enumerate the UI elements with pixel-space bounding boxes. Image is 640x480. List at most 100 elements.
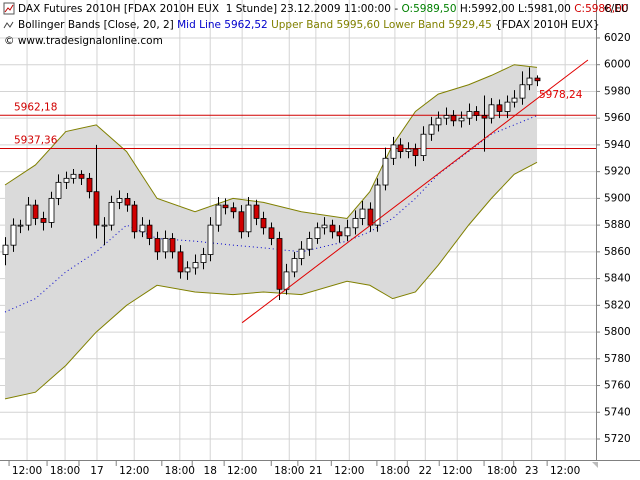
y-tick-label: 5880 [604, 219, 631, 231]
x-tick-label: 18:00 [50, 465, 80, 477]
candle-body [291, 258, 298, 273]
header-part: Upper Band 5995,60 Lower Band 5929,45 [268, 19, 492, 31]
candle-body [352, 218, 359, 229]
candle-body [93, 191, 100, 226]
candle-body [382, 157, 389, 186]
header-part: Bollinger Bands [Close, 20, 2] [18, 19, 177, 31]
header-part: DAX Futures 2010H [FDAX 2010H EUX 1 Stun… [18, 3, 401, 15]
candle-body [146, 224, 153, 239]
chart-title: DAX Futures 2010H [FDAX 2010H EUX 1 Stun… [18, 3, 629, 15]
x-tick-label: 18 [204, 465, 217, 477]
band-line [4, 161, 538, 400]
candle-body [374, 184, 381, 226]
y-tick-label: 6020 [604, 32, 631, 44]
y-tick-label: 5900 [604, 192, 631, 204]
level-label: 5962,18 [14, 101, 57, 113]
x-tick-label: 23 [525, 465, 538, 477]
candle-body [222, 204, 229, 209]
y-tick-label: 5740 [604, 406, 631, 418]
candle-body [139, 224, 146, 233]
candle-body [336, 231, 343, 237]
x-tick-label: 12:00 [442, 465, 472, 477]
x-tick-label: 21 [309, 465, 322, 477]
y-tick-label: 6000 [604, 59, 631, 71]
header-part: {FDAX 2010H EUX} [492, 19, 600, 31]
x-tick-label: 18:00 [165, 465, 195, 477]
candle-body [314, 227, 321, 239]
candle-body [329, 224, 336, 233]
y-tick-label: 5980 [604, 85, 631, 97]
candle-body [435, 117, 442, 126]
candle-body [390, 144, 397, 159]
candle-body [177, 251, 184, 273]
candle-body [25, 204, 32, 226]
corner-marker [592, 462, 598, 468]
candle-body [405, 148, 412, 152]
header-part: C:5988,00 [574, 3, 628, 15]
x-tick-label: 17 [90, 465, 103, 477]
candle-body [519, 84, 526, 99]
candle-body [162, 238, 169, 253]
y-tick-label: 5820 [604, 299, 631, 311]
candle-body [17, 224, 24, 227]
candle-body [154, 238, 161, 253]
candle-body [488, 104, 495, 119]
x-tick-label: 12:00 [550, 465, 580, 477]
y-tick-label: 5920 [604, 166, 631, 178]
candle-body [207, 224, 214, 255]
header-part: Mid Line 5962,52 [177, 19, 268, 31]
candle-body [48, 197, 55, 223]
x-tick-label: 18:00 [380, 465, 410, 477]
candle-body [10, 224, 17, 246]
title-icon [3, 2, 15, 15]
candle-body [344, 227, 351, 237]
candle-body [200, 254, 207, 263]
candle-body [473, 111, 480, 116]
candle-body [321, 224, 328, 229]
indicator-legend: Bollinger Bands [Close, 20, 2] Mid Line … [18, 19, 600, 31]
copyright: © www.tradesignalonline.com [4, 35, 163, 47]
candle-body [511, 97, 518, 103]
candle-body [466, 111, 473, 119]
candle-body [412, 148, 419, 157]
x-tick-label: 12:00 [334, 465, 364, 477]
candle-body [496, 104, 503, 112]
x-tick-label: 18:00 [274, 465, 304, 477]
band-line [4, 64, 538, 219]
candle-body [268, 227, 275, 239]
candle-body [238, 211, 245, 233]
plot-area [0, 0, 596, 460]
candle-body [260, 218, 267, 229]
candle-body [124, 197, 131, 206]
header-part: O:5989,50 [401, 3, 456, 15]
candle-body [450, 115, 457, 122]
x-tick-label: 12:00 [12, 465, 42, 477]
candle-body [504, 101, 511, 112]
candle-body [131, 204, 138, 233]
y-tick-label: 5780 [604, 353, 631, 365]
candle-body [245, 204, 252, 233]
candle-body [55, 181, 62, 199]
y-tick-label: 5800 [604, 326, 631, 338]
y-tick-label: 5760 [604, 380, 631, 392]
candle-body [116, 197, 123, 203]
candle-body [298, 248, 305, 259]
candle-body [253, 204, 260, 219]
candle-body [306, 238, 313, 250]
candle-body [70, 173, 77, 179]
header-part: H:5992,00 L:5981,00 [457, 3, 575, 15]
candle-body [63, 177, 70, 183]
candle-body [86, 177, 93, 193]
y-tick-label: 5860 [604, 246, 631, 258]
candle-body [367, 208, 374, 226]
candle-body [101, 224, 108, 227]
candle-body [481, 115, 488, 119]
candle-body [283, 271, 290, 290]
y-tick-label: 5840 [604, 273, 631, 285]
candle-body [359, 208, 366, 219]
x-tick-label: 12:00 [119, 465, 149, 477]
y-tick-label: 5940 [604, 139, 631, 151]
y-tick-label: 5720 [604, 433, 631, 445]
trend-line [241, 59, 589, 324]
